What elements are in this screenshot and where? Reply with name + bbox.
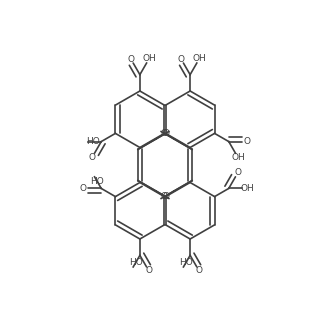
Text: O: O: [178, 55, 185, 64]
Text: O: O: [234, 169, 241, 178]
Text: O: O: [243, 137, 250, 146]
Text: O: O: [162, 129, 169, 138]
Text: O: O: [145, 266, 152, 275]
Text: O: O: [196, 266, 203, 275]
Text: OH: OH: [241, 184, 254, 193]
Text: OH: OH: [142, 54, 156, 63]
Text: O: O: [161, 192, 168, 201]
Text: OH: OH: [231, 153, 245, 162]
Text: HO: HO: [86, 137, 100, 146]
Text: HO: HO: [179, 258, 193, 267]
Text: O: O: [89, 152, 96, 161]
Text: O: O: [80, 184, 87, 193]
Text: HO: HO: [129, 258, 143, 267]
Text: O: O: [161, 129, 168, 138]
Text: OH: OH: [192, 54, 206, 63]
Text: O: O: [127, 55, 134, 64]
Text: O: O: [162, 192, 169, 201]
Text: HO: HO: [90, 177, 104, 186]
